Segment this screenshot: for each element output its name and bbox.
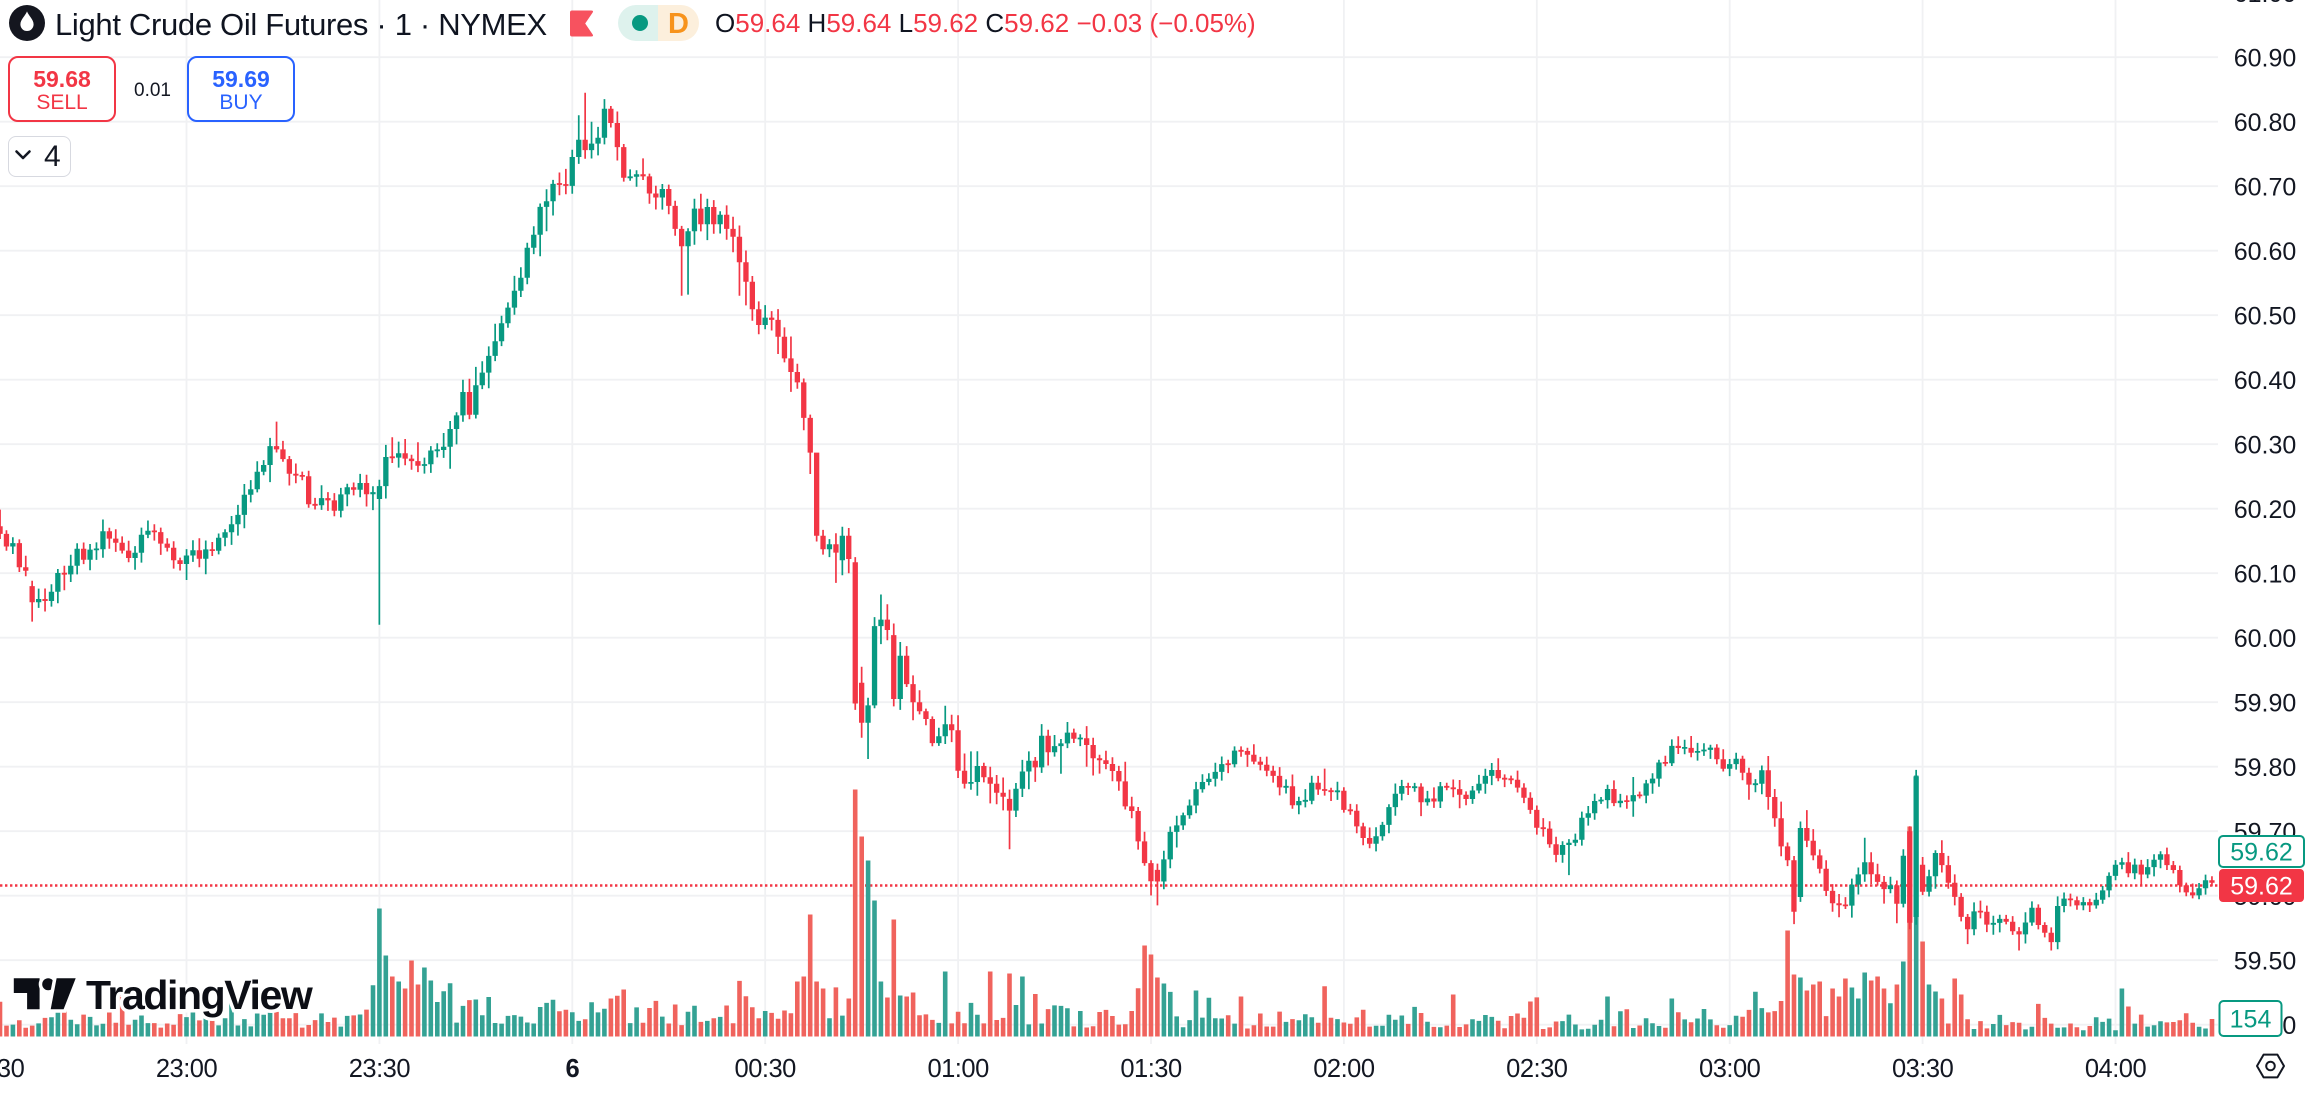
svg-text:60.40: 60.40 <box>2234 367 2297 395</box>
svg-text:03:30: 03:30 <box>1892 1055 1954 1083</box>
svg-text:59.80: 59.80 <box>2234 754 2297 782</box>
svg-text:61.00: 61.00 <box>2234 0 2297 8</box>
svg-text:59.90: 59.90 <box>2234 690 2297 718</box>
svg-text:60.80: 60.80 <box>2234 109 2297 137</box>
svg-text:60.70: 60.70 <box>2234 174 2297 202</box>
svg-text:6: 6 <box>565 1055 579 1083</box>
svg-text:02:00: 02:00 <box>1313 1055 1375 1083</box>
svg-text:03:00: 03:00 <box>1699 1055 1761 1083</box>
svg-text:23:30: 23:30 <box>349 1055 411 1083</box>
svg-text:01:00: 01:00 <box>927 1055 989 1083</box>
svg-text:60.60: 60.60 <box>2234 238 2297 266</box>
svg-text:60.10: 60.10 <box>2234 561 2297 589</box>
svg-text:60.30: 60.30 <box>2234 432 2297 460</box>
svg-text:59.50: 59.50 <box>2234 948 2297 976</box>
svg-text:02:30: 02:30 <box>1506 1055 1568 1083</box>
svg-text:01:30: 01:30 <box>1120 1055 1182 1083</box>
svg-text:23:00: 23:00 <box>156 1055 218 1083</box>
svg-text:59.62: 59.62 <box>2230 839 2293 867</box>
svg-text:60.90: 60.90 <box>2234 45 2297 73</box>
svg-text:60.00: 60.00 <box>2234 625 2297 653</box>
svg-text:00:30: 00:30 <box>735 1055 797 1083</box>
svg-text:154: 154 <box>2230 1006 2272 1034</box>
svg-text:TradingView: TradingView <box>86 972 313 1018</box>
svg-text:22:30: 22:30 <box>0 1055 25 1083</box>
svg-text:04:00: 04:00 <box>2085 1055 2147 1083</box>
svg-text:60.20: 60.20 <box>2234 496 2297 524</box>
svg-text:59.62: 59.62 <box>2230 873 2293 901</box>
svg-text:60.50: 60.50 <box>2234 303 2297 331</box>
